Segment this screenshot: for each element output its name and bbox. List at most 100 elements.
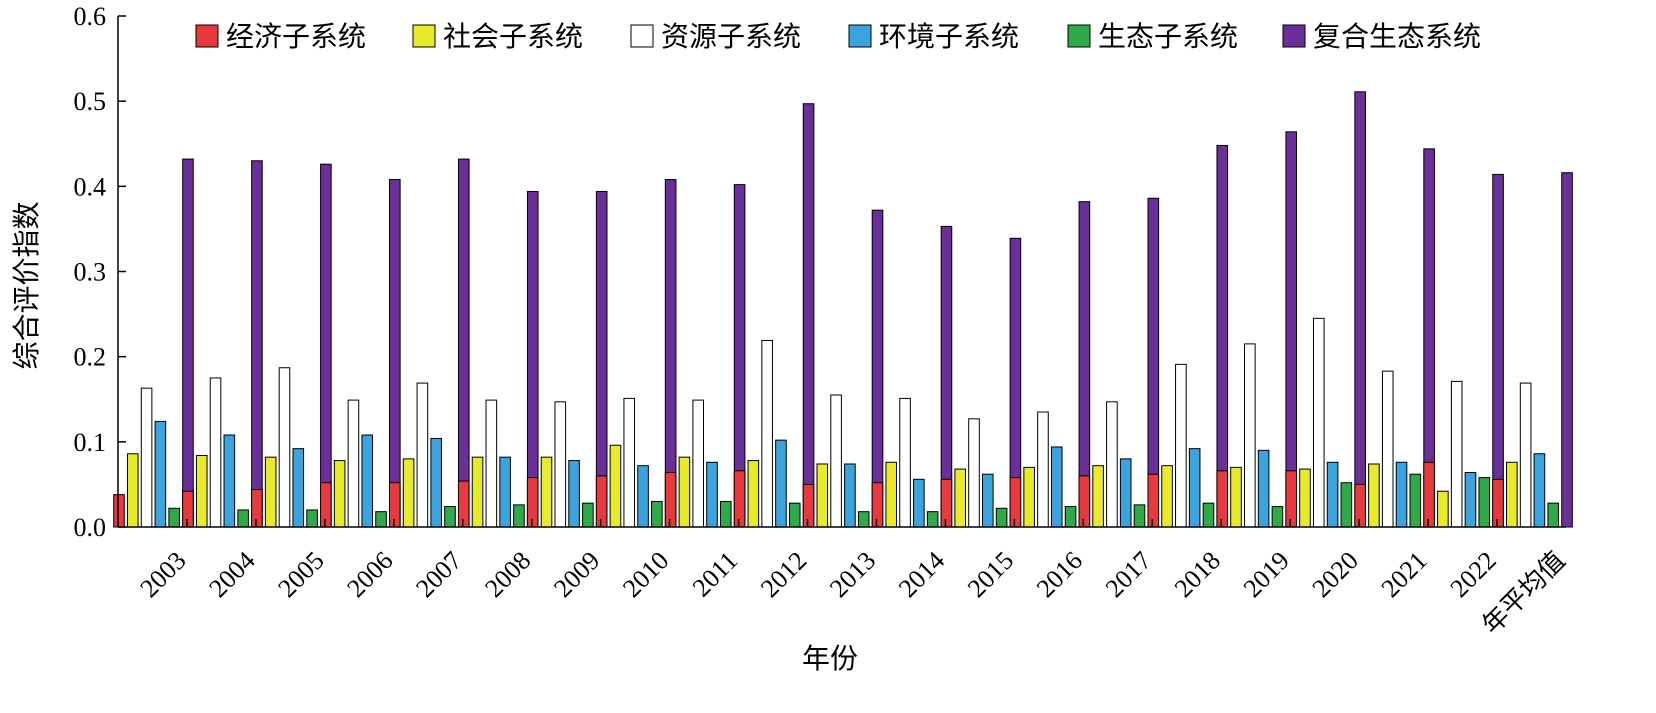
bar-社会子系统-2003 [126, 453, 139, 528]
bar-经济子系统-年平均值 [1492, 478, 1504, 528]
bar-生态子系统-2015 [995, 507, 1008, 528]
bar-经济子系统-2004 [182, 490, 194, 528]
bar-环境子系统-2018 [1188, 448, 1201, 528]
bar-资源子系统-2013 [830, 394, 842, 528]
bar-经济子系统-2008 [457, 480, 470, 528]
bar-资源子系统-2017 [1106, 401, 1118, 528]
bar-资源子系统-2005 [278, 367, 291, 528]
bar-经济子系统-2019 [1216, 470, 1229, 528]
bar-生态子系统-2020 [1340, 482, 1353, 528]
bar-经济子系统-2006 [320, 482, 332, 528]
bar-生态子系统-2008 [513, 504, 525, 528]
bar-资源子系统-2014 [899, 397, 911, 528]
bar-资源子系统-2020 [1312, 317, 1325, 528]
legend-label: 复合生态系统 [1313, 20, 1481, 53]
bar-经济子系统-2022 [1423, 461, 1435, 528]
bars [113, 91, 1573, 528]
bar-复合生态系统-2018 [1216, 144, 1229, 528]
bar-环境子系统-2022 [1464, 471, 1477, 528]
legend-label: 资源子系统 [661, 20, 801, 53]
bar-复合生态系统-2013 [871, 209, 884, 528]
x-tick-label: 2009 [548, 546, 605, 603]
bar-group [251, 163, 332, 528]
bar-复合生态系统-2020 [1354, 91, 1366, 528]
bar-社会子系统-2019 [1230, 466, 1242, 528]
bar-经济子系统-2018 [1147, 473, 1160, 528]
x-tick-label: 2006 [341, 546, 398, 603]
bar-环境子系统-2014 [913, 478, 925, 528]
bar-生态子系统-2011 [719, 500, 732, 528]
bar-环境子系统-2010 [637, 465, 649, 528]
bar-环境子系统-2021 [1395, 461, 1408, 528]
bar-社会子系统-2011 [678, 456, 691, 528]
bar-环境子系统-2008 [499, 456, 511, 528]
x-tick-label: 2010 [617, 546, 674, 603]
bar-环境子系统-年平均值 [1533, 453, 1546, 528]
legend-label: 经济子系统 [226, 20, 366, 53]
bar-复合生态系统-2012 [802, 103, 815, 528]
bar-环境子系统-2016 [1050, 446, 1063, 528]
legend-swatch [630, 24, 654, 48]
bar-资源子系统-2016 [1037, 411, 1049, 528]
bar-社会子系统-2012 [747, 460, 760, 528]
bar-资源子系统-2006 [347, 399, 360, 528]
y-tick-label: 0.0 [74, 513, 107, 542]
bar-环境子系统-2015 [982, 473, 994, 528]
bar-环境子系统-2020 [1326, 461, 1339, 528]
bar-group [802, 209, 884, 528]
y-tick-label: 0.1 [74, 428, 107, 457]
bar-资源子系统-2012 [761, 339, 773, 528]
x-tick-label: 2021 [1376, 546, 1433, 603]
x-tick-label: 2007 [410, 546, 467, 603]
bar-经济子系统-2017 [1078, 475, 1091, 528]
bar-group [113, 158, 194, 528]
bar-生态子系统-2007 [444, 506, 456, 528]
bar-社会子系统-2005 [264, 456, 277, 528]
legend-label: 生态子系统 [1098, 20, 1238, 53]
bar-经济子系统-2003 [113, 494, 125, 528]
bar-经济子系统-2011 [664, 471, 677, 528]
bar-生态子系统-2017 [1133, 504, 1146, 528]
legend-swatch [412, 24, 436, 48]
bar-生态子系统-2016 [1064, 506, 1077, 528]
bar-经济子系统-2007 [388, 482, 401, 528]
x-tick-label: 2012 [755, 546, 812, 603]
bar-资源子系统-2004 [209, 377, 222, 528]
bar-group [1285, 91, 1366, 528]
bar-生态子系统-2022 [1478, 477, 1491, 528]
bar-group [1423, 173, 1504, 528]
bar-复合生态系统-2006 [389, 179, 401, 528]
bar-环境子系统-2005 [292, 448, 305, 528]
bar-生态子系统-2004 [237, 509, 249, 528]
bar-复合生态系统-2004 [251, 160, 263, 528]
x-axis-ticks: 2003 2004 2005 2006 2007 2008 2009 2010 2011 2012… [134, 546, 1570, 640]
legend-item: 社会子系统 [412, 20, 583, 53]
bar-社会子系统-2022 [1437, 490, 1449, 528]
x-tick-label: 2005 [272, 546, 329, 603]
y-tick-label: 0.6 [74, 2, 107, 31]
bar-生态子系统-2012 [788, 502, 801, 528]
legend-item: 生态子系统 [1067, 20, 1238, 53]
bar-group [664, 184, 746, 528]
bar-社会子系统-2014 [885, 461, 898, 528]
bar-资源子系统-2003 [140, 387, 153, 528]
bar-group [1492, 172, 1573, 528]
bar-经济子系统-2016 [1009, 477, 1022, 528]
bar-复合生态系统-2007 [457, 158, 470, 528]
bar-复合生态系统-2022 [1492, 173, 1504, 528]
x-tick-label: 2016 [1031, 546, 1088, 603]
bar-经济子系统-2010 [595, 475, 608, 528]
x-tick-label: 2013 [824, 546, 881, 603]
bar-社会子系统-2015 [954, 468, 967, 528]
legend-item: 复合生态系统 [1282, 20, 1481, 53]
bar-复合生态系统-2019 [1285, 131, 1298, 528]
bar-复合生态系统-2003 [182, 158, 194, 528]
legend-label: 社会子系统 [443, 20, 583, 53]
bar-资源子系统-2019 [1244, 343, 1256, 528]
bar-社会子系统-年平均值 [1506, 461, 1518, 528]
x-tick-label: 2008 [479, 546, 536, 603]
bar-复合生态系统-年平均值 [1561, 172, 1573, 528]
legend-item: 环境子系统 [848, 20, 1019, 53]
bar-社会子系统-2007 [402, 458, 415, 528]
